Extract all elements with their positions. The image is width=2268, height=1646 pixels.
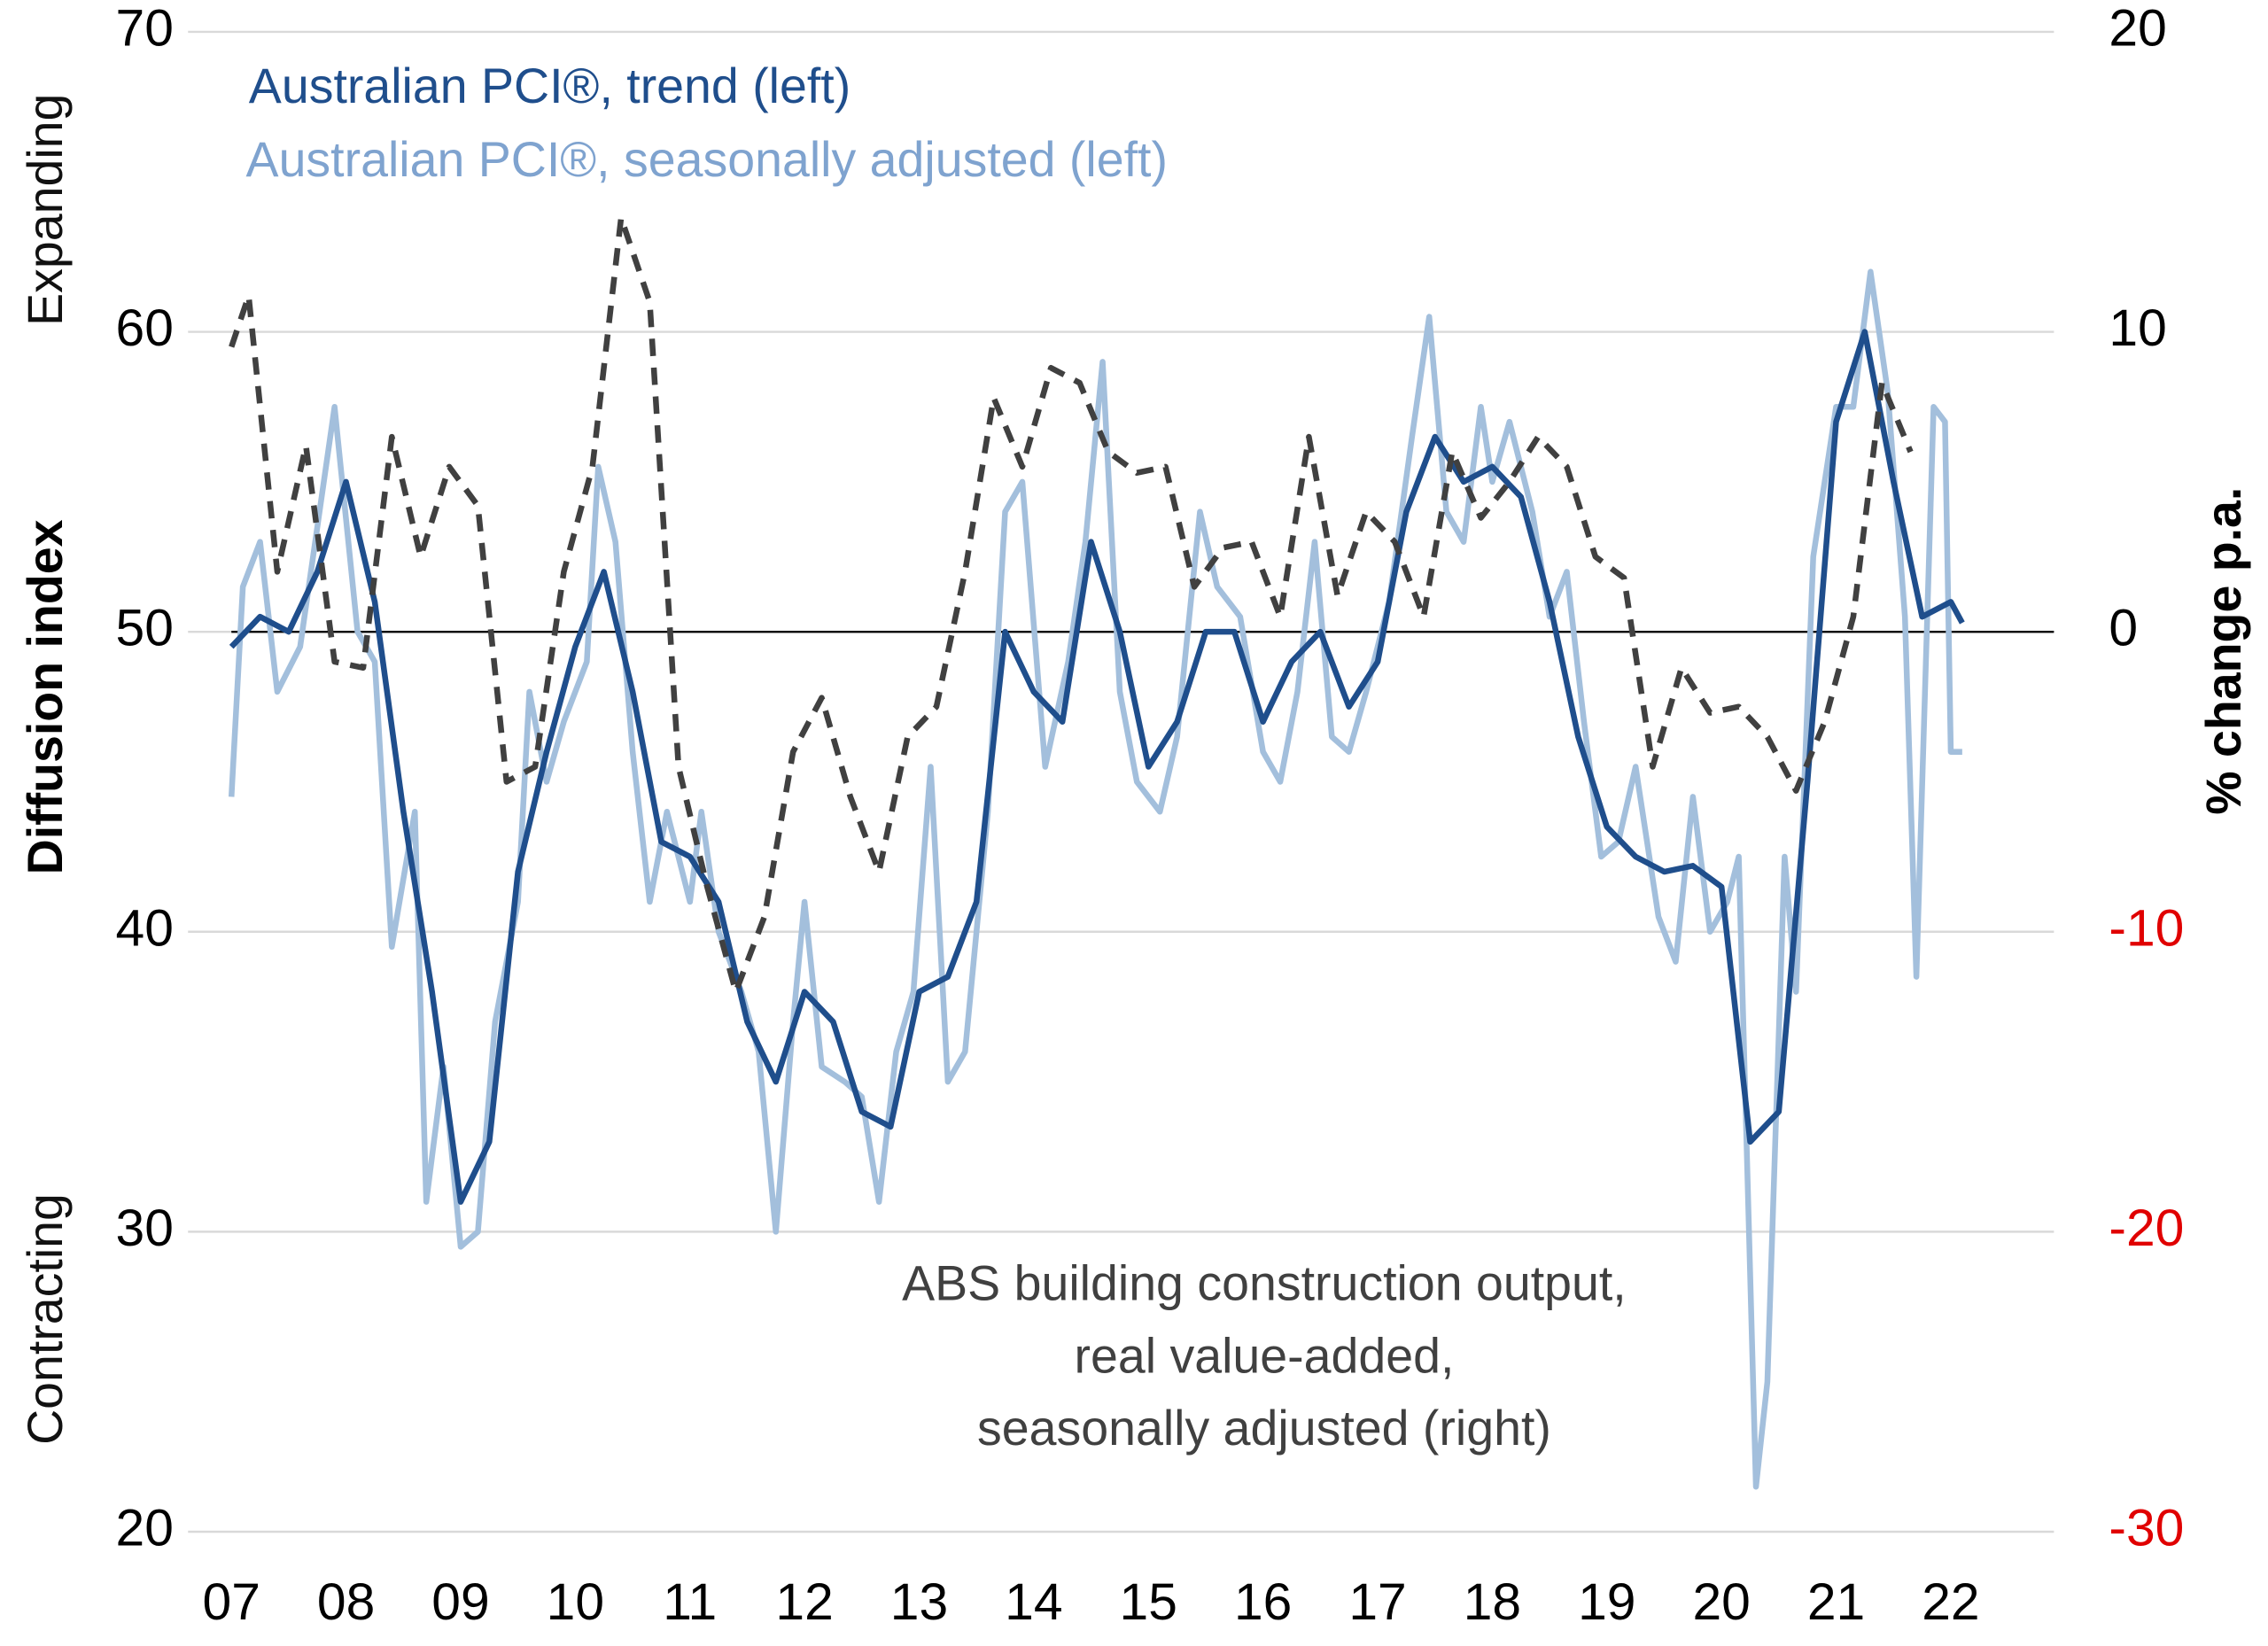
y2-tick-label: -30: [2109, 1500, 2184, 1557]
annotation: ABS building construction output,: [902, 1256, 1627, 1311]
y-tick-label: 50: [116, 600, 174, 657]
x-tick-label: 07: [203, 1573, 260, 1631]
side-label: Contracting: [18, 1193, 73, 1445]
y2-tick-label: 0: [2109, 600, 2138, 657]
y-tick-label: 30: [116, 1200, 174, 1257]
x-tick-label: 21: [1807, 1573, 1865, 1631]
x-tick-label: 19: [1578, 1573, 1635, 1631]
x-tick-label: 09: [431, 1573, 489, 1631]
x-tick-label: 17: [1348, 1573, 1406, 1631]
x-tick-label: 20: [1692, 1573, 1750, 1631]
y-tick-label: 40: [116, 899, 174, 957]
series-line: [229, 214, 1914, 995]
side-label: Expanding: [18, 94, 73, 326]
y2-axis-label: % change p.a.: [2196, 487, 2251, 815]
annotation: seasonally adjusted (right): [977, 1401, 1551, 1456]
x-tick-label: 15: [1120, 1573, 1177, 1631]
x-tick-label: 12: [775, 1573, 833, 1631]
y-tick-label: 70: [116, 0, 174, 57]
x-tick-label: 16: [1234, 1573, 1292, 1631]
y2-tick-label: 20: [2109, 0, 2166, 57]
annotation: real value-added,: [1074, 1328, 1454, 1383]
legend-entry: Australian PCI®, seasonally adjusted (le…: [246, 132, 1168, 187]
y2-tick-label: 10: [2109, 299, 2166, 357]
x-tick-label: 18: [1464, 1573, 1521, 1631]
x-tick-label: 14: [1005, 1573, 1062, 1631]
y-tick-label: 20: [116, 1500, 174, 1557]
legend-entry: Australian PCI®, trend (left): [249, 58, 850, 113]
x-tick-label: 13: [890, 1573, 948, 1631]
x-tick-label: 08: [317, 1573, 375, 1631]
x-tick-label: 10: [547, 1573, 604, 1631]
x-tick-label: 22: [1922, 1573, 1979, 1631]
y2-tick-label: -10: [2109, 899, 2184, 957]
y-tick-label: 60: [116, 299, 174, 357]
series-line: [229, 329, 1965, 1205]
y2-tick-label: -20: [2109, 1200, 2184, 1257]
y-axis-label: Diffusion index: [18, 519, 73, 874]
x-tick-label: 11: [663, 1573, 717, 1631]
